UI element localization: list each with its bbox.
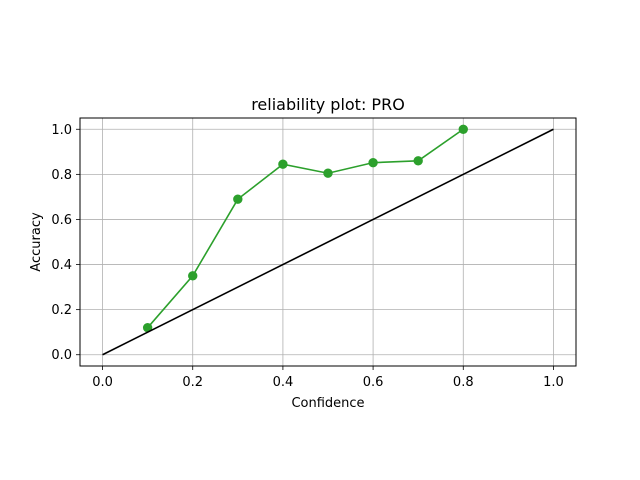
calibration-curve-line bbox=[147, 128, 464, 329]
x-tick-label: 0.4 bbox=[273, 375, 294, 390]
data-point bbox=[458, 124, 468, 134]
plot-area-frame bbox=[79, 117, 577, 367]
axis-ticks: 0.0 0.2 0.4 0.6 0.8 1.0 0.0 0.2 0.4 0.6 0.8 1.0 bbox=[51, 123, 563, 390]
x-tick-label: 0.8 bbox=[453, 375, 474, 390]
data-point bbox=[368, 157, 378, 168]
x-tick-label: 0.0 bbox=[92, 375, 113, 390]
x-tick-label: 0.2 bbox=[182, 375, 203, 390]
data-point bbox=[413, 156, 423, 166]
plot-series bbox=[102, 124, 554, 356]
x-axis-label: Confidence bbox=[291, 396, 364, 411]
data-point bbox=[323, 168, 333, 178]
y-tick-label: 1.0 bbox=[51, 123, 72, 138]
y-tick-label: 0.6 bbox=[51, 213, 72, 228]
y-tick-label: 0.8 bbox=[51, 168, 72, 183]
y-tick-label: 0.2 bbox=[51, 303, 72, 318]
y-axis-label: Accuracy bbox=[29, 212, 44, 272]
data-point bbox=[188, 271, 198, 281]
data-point bbox=[233, 194, 243, 204]
data-point bbox=[278, 159, 288, 169]
y-tick-label: 0.0 bbox=[51, 348, 72, 363]
x-tick-label: 0.6 bbox=[363, 375, 384, 390]
chart-title: reliability plot: PRO bbox=[251, 95, 405, 114]
x-tick-label: 1.0 bbox=[543, 375, 564, 390]
y-tick-label: 0.4 bbox=[51, 258, 72, 273]
perfect-calibration-line bbox=[102, 128, 554, 356]
